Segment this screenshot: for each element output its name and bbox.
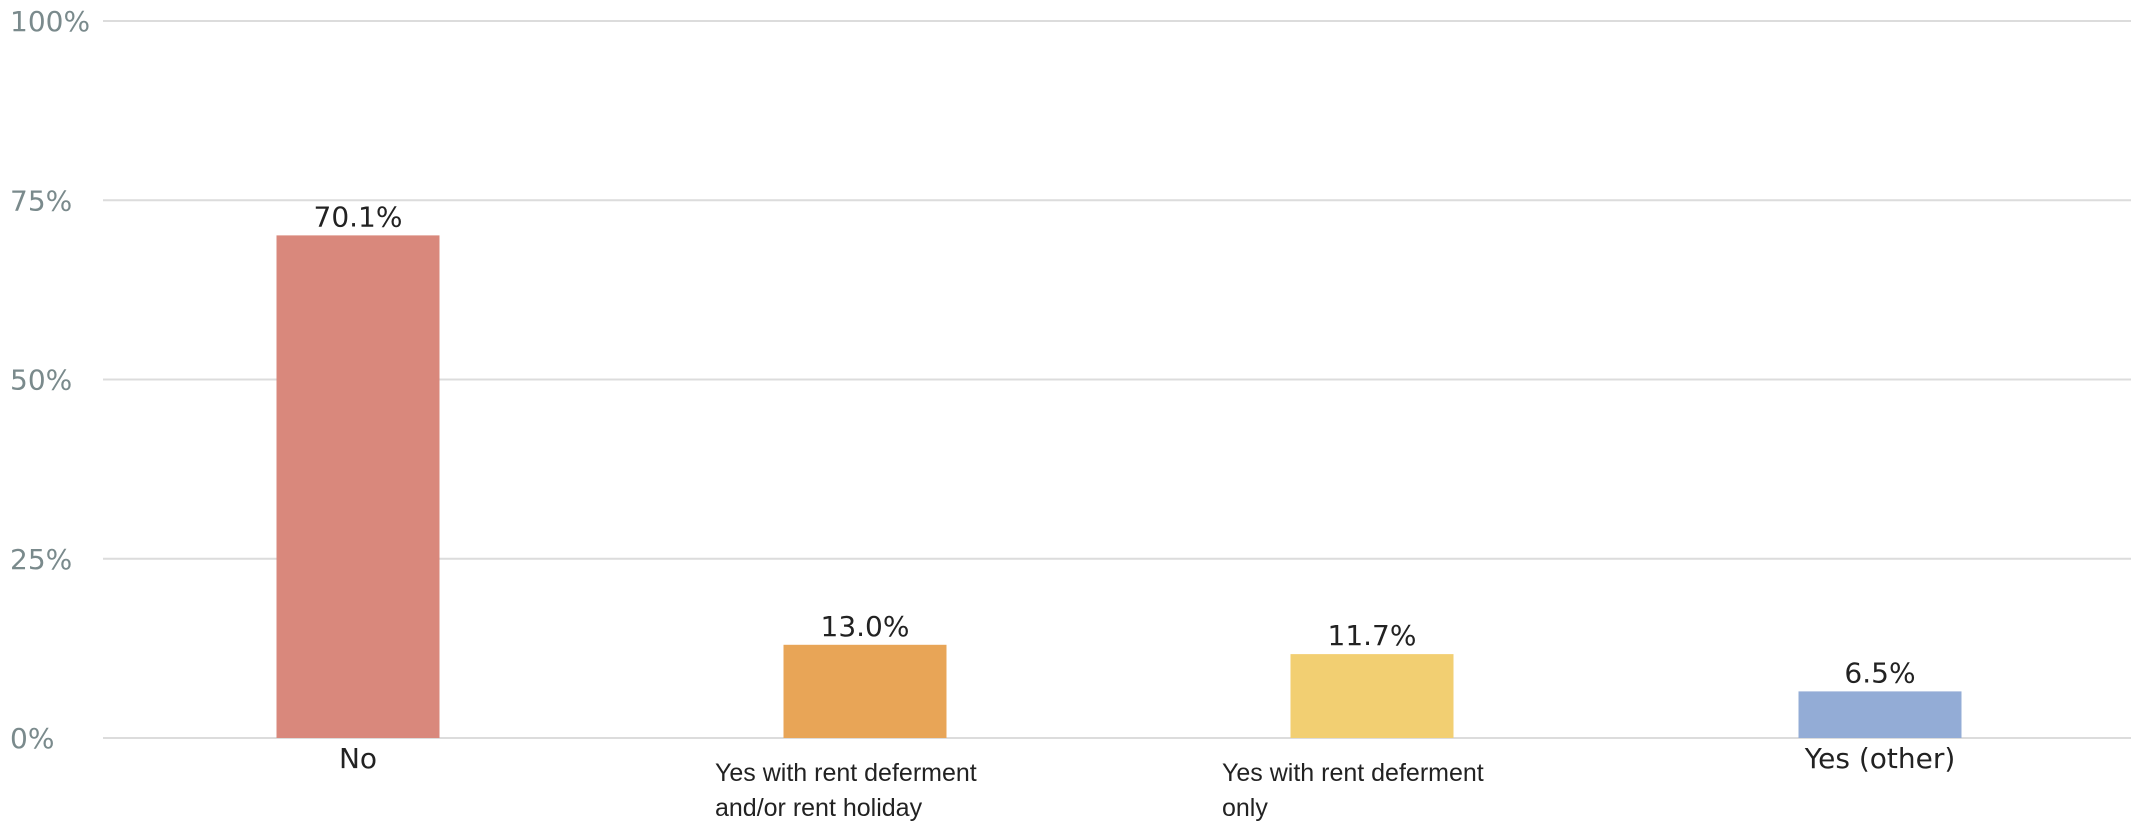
category-label: Yes with rent deferment only [1222,759,1484,822]
y-tick-label: 0% [10,722,54,755]
category-label: Yes with rent deferment and/or rent holid… [715,759,977,822]
bars [276,235,1962,738]
data-label: 13.0% [821,610,910,643]
data-label: 70.1% [314,200,403,233]
y-tick-label: 75% [10,184,72,217]
x-axis-category-labels: No Yes with rent deferment and/or rent hol… [339,742,1955,822]
bar-1 [276,235,440,738]
category-label-line: only [1222,794,1268,822]
category-label: Yes (other) [1804,742,1956,775]
y-tick-label: 50% [10,364,72,397]
y-axis-ticks: 0% 25% 50% 75% 100% [10,5,90,755]
bar-2 [783,644,947,738]
category-label: No [339,742,377,775]
bar-4 [1798,691,1962,738]
data-labels: 70.1% 13.0% 11.7% 6.5% [314,200,1916,689]
data-label: 11.7% [1328,619,1417,652]
y-tick-label: 25% [10,543,72,576]
data-label: 6.5% [1844,656,1915,689]
category-label-line: Yes with rent deferment [1222,759,1484,787]
y-gridlines [103,20,2131,739]
y-tick-label: 100% [10,5,90,38]
category-label-line: and/or rent holiday [715,794,923,822]
bar-3 [1290,654,1454,738]
category-label-line: Yes with rent deferment [715,759,977,787]
